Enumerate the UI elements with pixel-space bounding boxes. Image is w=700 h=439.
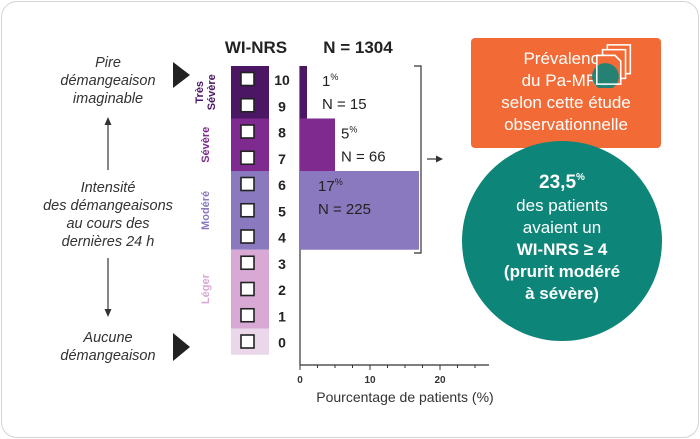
intensity-line-3: au cours des [66, 216, 150, 232]
bar-percent-label: 1% [322, 72, 338, 90]
sample-size: N = 1304 [323, 38, 393, 57]
result-bold-line-2: (prurit modéré [503, 262, 621, 281]
score-number: 4 [278, 230, 286, 246]
bracket [414, 65, 422, 254]
intensity-line-1: Intensité [80, 180, 136, 196]
no-itch-line-1: Aucune [83, 330, 133, 346]
score-number: 2 [278, 282, 286, 298]
score-number: 8 [278, 125, 286, 141]
result-bold-line-1: WI-NRS ≥ 4 [516, 240, 608, 259]
severity-label: Sévère [206, 74, 218, 110]
intensity-label: Intensité des démangeaisons au cours des… [36, 179, 180, 251]
x-axis-label: Pourcentage de patients (%) [316, 389, 493, 405]
no-itch-label: Aucune démangeaison [40, 329, 176, 365]
score-checkbox [240, 97, 255, 113]
score-number: 10 [274, 72, 290, 88]
x-tick-label: 0 [297, 375, 303, 386]
bar-n-label: N = 15 [322, 96, 367, 113]
result-bold-line-3: à sévère) [525, 284, 599, 303]
x-tick-label: 20 [434, 375, 446, 386]
score-number: 0 [278, 335, 286, 351]
worst-itch-line-1: Pire [95, 55, 121, 71]
result-suffix: % [576, 172, 585, 183]
percent-suffix: % [330, 72, 338, 82]
score-checkbox [240, 202, 255, 218]
score-checkbox [240, 334, 255, 349]
bar [300, 66, 307, 119]
score-checkbox [240, 124, 255, 139]
worst-itch-label: Pire démangeaison imaginable [40, 54, 176, 108]
severity-label: Très [194, 81, 206, 104]
score-checkbox [240, 281, 255, 297]
severity-label: Sévère [200, 127, 212, 163]
up-arrow-icon [104, 117, 112, 170]
document-stack-icon [592, 44, 632, 88]
score-number: 9 [278, 98, 286, 114]
result-line-2: avaient un [522, 218, 602, 237]
severity-label: Léger [200, 273, 212, 304]
worst-itch-line-3: imaginable [72, 91, 144, 107]
severity-label: Modéré [200, 191, 212, 230]
callout-line-2: du Pa-MRC [521, 71, 611, 90]
percent-suffix: % [349, 125, 357, 135]
score-checkbox [240, 71, 255, 87]
top-pointer-icon [173, 62, 190, 88]
result-circle: 23,5% des patients avaient un WI-NRS ≥ 4… [462, 141, 662, 341]
result-value: 23,5% [462, 167, 662, 194]
score-number: 7 [278, 151, 286, 167]
bottom-pointer-icon [173, 333, 190, 361]
score-checkbox [240, 176, 255, 192]
score-checkbox [240, 255, 255, 271]
bar-n-label: N = 66 [341, 149, 386, 166]
down-arrow-icon [104, 258, 112, 317]
percent-suffix: % [335, 177, 343, 187]
score-number: 5 [278, 203, 286, 219]
callout-line-1: Prévalence [523, 49, 609, 68]
right-arrow-icon [427, 155, 443, 163]
score-checkbox [240, 307, 255, 323]
score-checkbox [240, 150, 255, 166]
result-line-1: des patients [516, 196, 608, 215]
no-itch-line-2: démangeaison [60, 348, 156, 364]
score-number: 6 [278, 177, 286, 193]
callout-line-4: observationnelle [504, 115, 628, 134]
x-tick-label: 10 [364, 375, 376, 386]
bar-percent-label: 5% [341, 125, 357, 143]
callout-line-3: selon cette étude [501, 93, 631, 112]
score-number: 3 [278, 256, 286, 272]
score-number: 1 [278, 308, 286, 324]
bar [300, 171, 419, 250]
bar-n-label: N = 225 [318, 201, 371, 218]
intensity-line-4: dernières 24 h [61, 234, 155, 250]
result-number: 23,5 [539, 172, 577, 193]
scale-name: WI-NRS [225, 38, 287, 57]
bar [300, 118, 335, 171]
bar-chart: 0 10 20 Pourcentage de patients (%) 1% N = 15… [297, 66, 494, 405]
score-checkbox [240, 229, 255, 244]
intensity-line-2: des démangeaisons [43, 198, 173, 214]
worst-itch-line-2: démangeaison [60, 73, 156, 89]
